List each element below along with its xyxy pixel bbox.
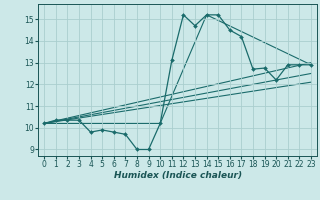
X-axis label: Humidex (Indice chaleur): Humidex (Indice chaleur)	[114, 171, 242, 180]
